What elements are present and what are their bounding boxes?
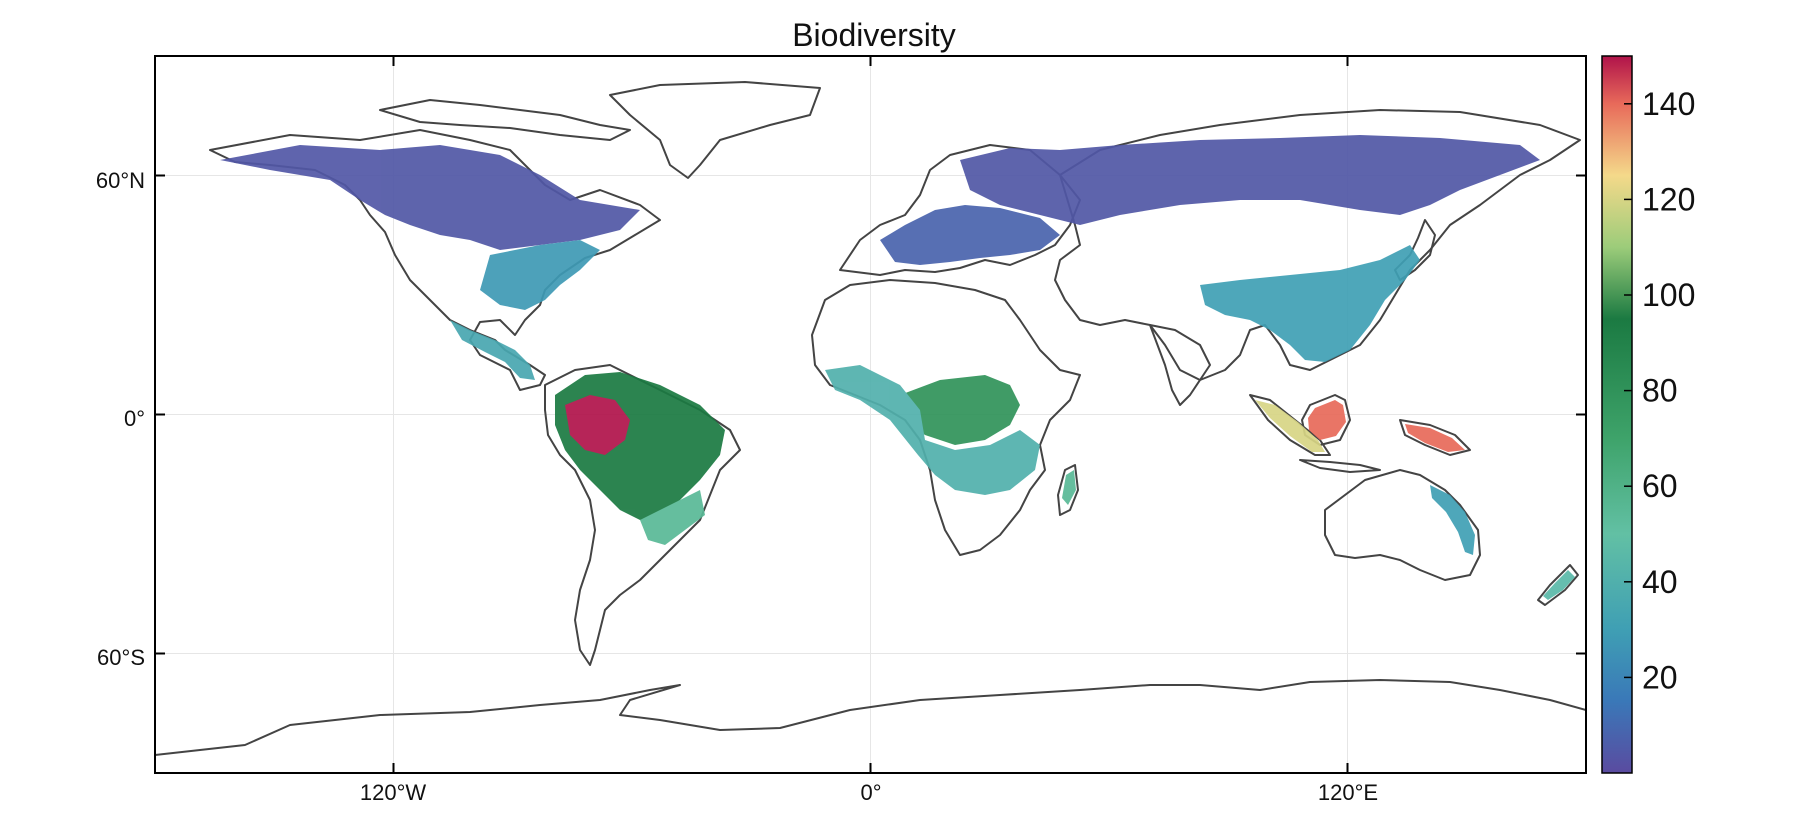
region-australia-coast — [1430, 485, 1475, 555]
region-congo-basin — [900, 375, 1020, 445]
colorbar-tick-label: 20 — [1642, 659, 1678, 695]
new-guinea-coastline — [1399, 419, 1471, 456]
new-zealand-coastline — [1537, 564, 1579, 606]
antarctica-coastline — [155, 679, 1586, 756]
biodiversity-fill — [220, 135, 1575, 600]
region-east-africa — [825, 365, 1040, 495]
greenland-coastline — [609, 81, 821, 179]
y-axis-labels: 60°N 0° 60°S — [96, 168, 145, 670]
australia-coastline — [1324, 469, 1481, 581]
colorbar-tick-label: 100 — [1642, 277, 1695, 313]
colorbar-tick-label: 140 — [1642, 86, 1695, 122]
region-brazil-coast — [640, 490, 705, 545]
colorbar-tick-label: 40 — [1642, 564, 1678, 600]
region-central-america — [450, 320, 535, 380]
colorbar-tick-label: 120 — [1642, 181, 1695, 217]
colorbar-tick-label: 60 — [1642, 468, 1678, 504]
y-tick-label: 60°N — [96, 168, 145, 193]
region-eurasia-boreal — [960, 135, 1540, 225]
region-new-guinea — [1405, 424, 1465, 452]
region-south-east-asia — [1200, 245, 1420, 362]
map-title: Biodiversity — [792, 17, 956, 53]
region-eastern-united-states — [480, 240, 600, 310]
madagascar-coastline — [1057, 464, 1079, 516]
arctic-islands-coastline — [379, 99, 631, 141]
java-coastline — [1299, 459, 1381, 473]
region-amazon-core — [565, 395, 630, 455]
region-borneo — [1308, 400, 1346, 440]
region-europe — [880, 205, 1060, 265]
colorbar — [1601, 55, 1633, 774]
india-coastline — [1149, 324, 1211, 406]
region-sumatra — [1255, 400, 1325, 452]
y-tick-label: 60°S — [97, 645, 145, 670]
x-axis-labels: 120°W 0° 120°E — [360, 780, 1378, 805]
sumatra-coastline — [1249, 394, 1331, 456]
colorbar-tick-label: 80 — [1642, 373, 1678, 409]
region-madagascar — [1062, 470, 1076, 505]
y-tick-label: 0° — [124, 406, 145, 431]
borneo-coastline — [1301, 394, 1351, 446]
x-tick-label: 0° — [860, 780, 881, 805]
x-tick-label: 120°W — [360, 780, 427, 805]
axis-ticks — [155, 56, 1586, 773]
asia-coastline — [1054, 109, 1581, 381]
colorbar-ticks: 20 40 60 80 100 120 140 — [1624, 86, 1695, 695]
region-north-america-boreal — [220, 145, 640, 250]
x-tick-label: 120°E — [1318, 780, 1378, 805]
region-new-zealand — [1543, 570, 1575, 600]
